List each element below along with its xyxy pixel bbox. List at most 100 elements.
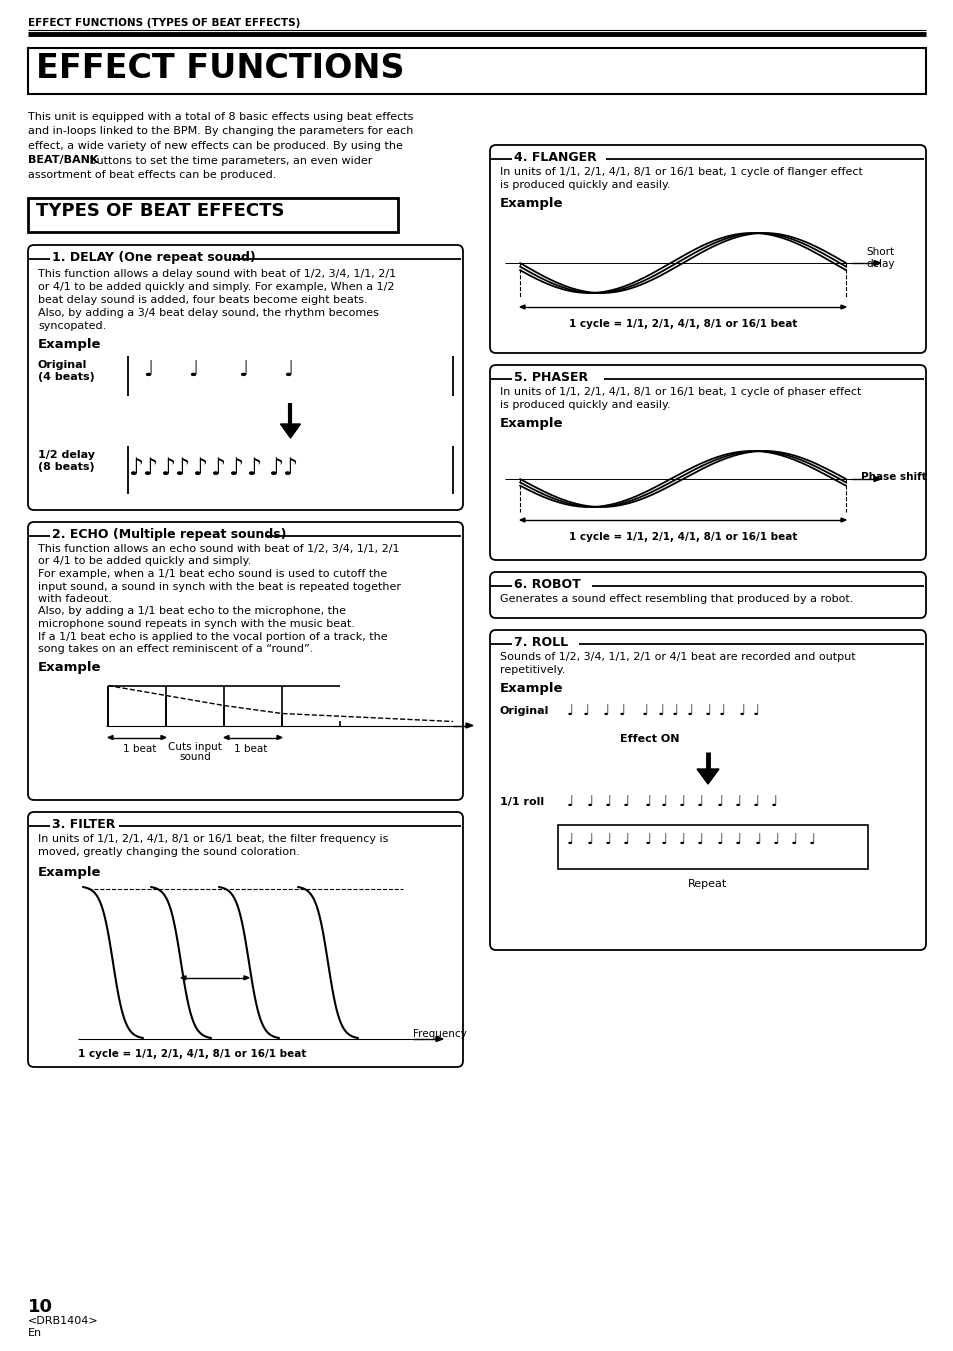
Text: moved, greatly changing the sound coloration.: moved, greatly changing the sound colora…	[38, 847, 299, 857]
Text: 1/2 delay: 1/2 delay	[38, 450, 95, 459]
Text: ♩: ♩	[621, 794, 629, 811]
Text: effect, a wide variety of new effects can be produced. By using the: effect, a wide variety of new effects ca…	[28, 141, 402, 151]
Text: <DRB1404>: <DRB1404>	[28, 1316, 98, 1325]
Text: ♩: ♩	[659, 834, 667, 848]
Text: 10: 10	[28, 1298, 53, 1316]
Text: sound: sound	[179, 753, 211, 762]
Text: ♩: ♩	[566, 794, 573, 811]
Text: ♩: ♩	[716, 834, 723, 848]
Text: ♩: ♩	[643, 834, 651, 848]
Text: 7. ROLL: 7. ROLL	[514, 636, 568, 648]
Text: ♪: ♪	[228, 457, 243, 480]
Text: BEAT/BANK: BEAT/BANK	[28, 155, 98, 166]
Text: ♩: ♩	[703, 704, 711, 719]
Bar	[28, 199, 397, 232]
Text: ♩: ♩	[754, 834, 760, 848]
Text: EFFECT FUNCTIONS (TYPES OF BEAT EFFECTS): EFFECT FUNCTIONS (TYPES OF BEAT EFFECTS)	[28, 18, 300, 28]
Text: In units of 1/1, 2/1, 4/1, 8/1 or 16/1 beat, 1 cycle of flanger effect: In units of 1/1, 2/1, 4/1, 8/1 or 16/1 b…	[499, 168, 862, 177]
Text: ♪: ♪	[268, 457, 283, 480]
Text: ♩: ♩	[657, 704, 664, 719]
Text: ♩: ♩	[566, 704, 573, 719]
Polygon shape	[280, 424, 300, 438]
Text: ♩: ♩	[738, 704, 745, 719]
Text: delay: delay	[865, 259, 894, 269]
Text: Original: Original	[499, 707, 549, 716]
Text: ♩: ♩	[586, 834, 593, 848]
Text: This function allows an echo sound with beat of 1/2, 3/4, 1/1, 2/1: This function allows an echo sound with …	[38, 544, 399, 554]
Text: with fadeout.: with fadeout.	[38, 594, 112, 604]
Polygon shape	[181, 975, 186, 979]
Text: 1 cycle = 1/1, 2/1, 4/1, 8/1 or 16/1 beat: 1 cycle = 1/1, 2/1, 4/1, 8/1 or 16/1 bea…	[78, 1048, 306, 1059]
Text: is produced quickly and easily.: is produced quickly and easily.	[499, 400, 670, 409]
Text: ♪: ♪	[193, 457, 208, 480]
Polygon shape	[519, 517, 524, 521]
Text: ♩: ♩	[188, 359, 198, 380]
Text: ♩: ♩	[678, 794, 685, 811]
Text: 2. ECHO (Multiple repeat sounds): 2. ECHO (Multiple repeat sounds)	[52, 528, 286, 540]
Text: syncopated.: syncopated.	[38, 322, 106, 331]
Text: or 4/1 to be added quickly and simply. For example, When a 1/2: or 4/1 to be added quickly and simply. F…	[38, 282, 395, 292]
Text: Original: Original	[38, 359, 88, 370]
Polygon shape	[841, 517, 845, 521]
Text: ♩: ♩	[237, 359, 248, 380]
Text: 1 beat: 1 beat	[123, 743, 156, 754]
Polygon shape	[841, 305, 845, 309]
Text: ♩: ♩	[789, 834, 797, 848]
Text: song takes on an effect reminiscent of a “round”.: song takes on an effect reminiscent of a…	[38, 644, 313, 654]
Text: ♩: ♩	[772, 834, 779, 848]
Polygon shape	[697, 769, 719, 784]
Text: is produced quickly and easily.: is produced quickly and easily.	[499, 180, 670, 190]
Text: 6. ROBOT: 6. ROBOT	[514, 578, 580, 590]
Text: ♩: ♩	[604, 834, 611, 848]
Text: ♩: ♩	[601, 704, 609, 719]
Text: repetitively.: repetitively.	[499, 665, 565, 676]
Text: ♩: ♩	[696, 794, 703, 811]
Text: ♩: ♩	[678, 834, 685, 848]
Text: In units of 1/1, 2/1, 4/1, 8/1 or 16/1 beat, 1 cycle of phaser effect: In units of 1/1, 2/1, 4/1, 8/1 or 16/1 b…	[499, 386, 861, 397]
Text: ♪: ♪	[174, 457, 190, 480]
Text: ♩: ♩	[586, 794, 593, 811]
Text: assortment of beat effects can be produced.: assortment of beat effects can be produc…	[28, 170, 276, 180]
Text: Also, by adding a 1/1 beat echo to the microphone, the: Also, by adding a 1/1 beat echo to the m…	[38, 607, 346, 616]
Text: ♩: ♩	[734, 834, 740, 848]
Text: 4. FLANGER: 4. FLANGER	[514, 151, 597, 163]
Text: In units of 1/1, 2/1, 4/1, 8/1 or 16/1 beat, the filter frequency is: In units of 1/1, 2/1, 4/1, 8/1 or 16/1 b…	[38, 834, 388, 844]
Text: microphone sound repeats in synch with the music beat.: microphone sound repeats in synch with t…	[38, 619, 355, 630]
Text: ♩: ♩	[143, 359, 153, 380]
Text: Phase shift: Phase shift	[861, 471, 925, 482]
Text: buttons to set the time parameters, an even wider: buttons to set the time parameters, an e…	[86, 155, 372, 166]
Text: 1. DELAY (One repeat sound): 1. DELAY (One repeat sound)	[52, 251, 255, 263]
Text: ♪: ♪	[246, 457, 261, 480]
Polygon shape	[224, 735, 229, 739]
Text: ♩: ♩	[671, 704, 678, 719]
Text: Effect ON: Effect ON	[619, 734, 679, 744]
Text: ♩: ♩	[770, 794, 777, 811]
Text: Short: Short	[865, 247, 893, 257]
Polygon shape	[873, 477, 880, 481]
Bar	[28, 49, 925, 95]
Text: If a 1/1 beat echo is applied to the vocal portion of a track, the: If a 1/1 beat echo is applied to the voc…	[38, 631, 387, 642]
Text: or 4/1 to be added quickly and simply.: or 4/1 to be added quickly and simply.	[38, 557, 251, 566]
Text: ♪: ♪	[160, 457, 175, 480]
Polygon shape	[161, 735, 166, 739]
Text: ♩: ♩	[581, 704, 589, 719]
Text: Example: Example	[499, 417, 563, 430]
Polygon shape	[873, 261, 880, 266]
Text: Example: Example	[499, 682, 563, 694]
Text: Generates a sound effect resembling that produced by a robot.: Generates a sound effect resembling that…	[499, 594, 853, 604]
Text: Frequency: Frequency	[413, 1029, 466, 1039]
Text: 1/1 roll: 1/1 roll	[499, 797, 543, 807]
Text: Example: Example	[38, 661, 101, 674]
Text: input sound, a sound in synch with the beat is repeated together: input sound, a sound in synch with the b…	[38, 581, 400, 592]
Polygon shape	[276, 735, 282, 739]
Polygon shape	[519, 305, 524, 309]
Text: ♩: ♩	[566, 834, 573, 848]
Text: ♪: ♪	[142, 457, 157, 480]
Text: This function allows a delay sound with beat of 1/2, 3/4, 1/1, 2/1: This function allows a delay sound with …	[38, 269, 395, 280]
Text: ♩: ♩	[643, 794, 651, 811]
Text: beat delay sound is added, four beats become eight beats.: beat delay sound is added, four beats be…	[38, 295, 367, 305]
Text: EFFECT FUNCTIONS: EFFECT FUNCTIONS	[36, 51, 404, 85]
Text: ♩: ♩	[734, 794, 740, 811]
Text: Repeat: Repeat	[688, 880, 727, 889]
Text: ♩: ♩	[696, 834, 703, 848]
